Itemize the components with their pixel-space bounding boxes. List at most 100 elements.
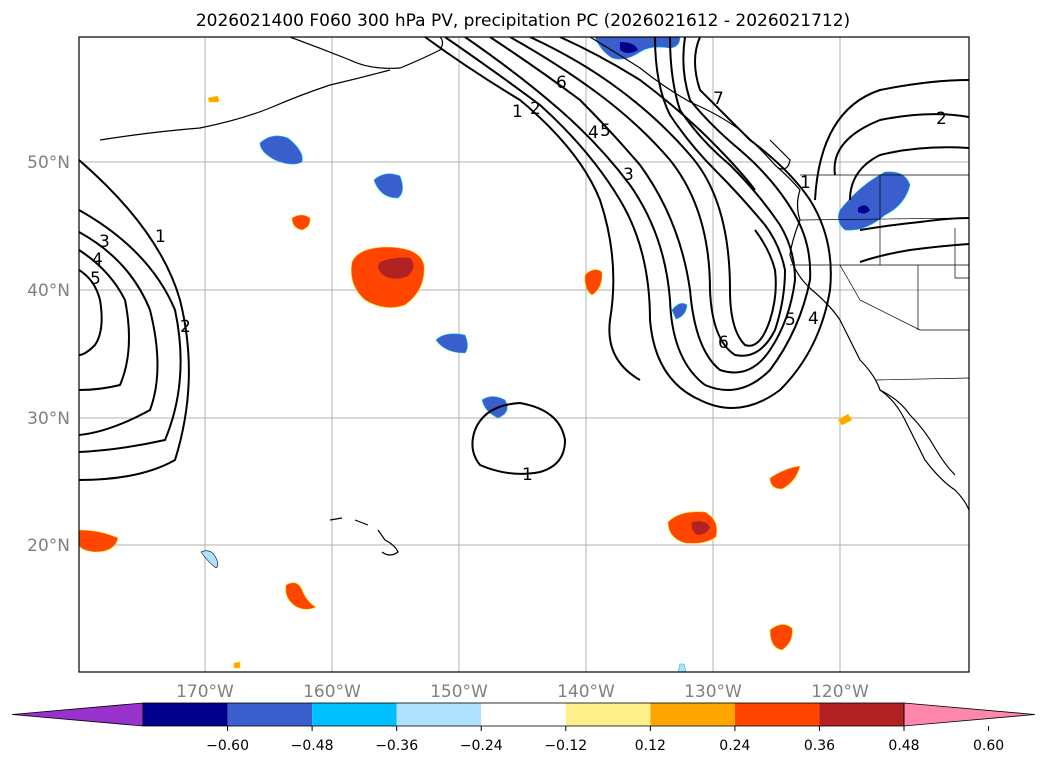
contour-label: 1 bbox=[512, 102, 523, 122]
precip-patch-positive bbox=[207, 95, 220, 103]
colorbar-swatch bbox=[312, 703, 397, 726]
lon-label-160w: 160°W bbox=[303, 682, 361, 702]
colorbar-extend-min bbox=[11, 702, 144, 727]
colorbar-tick-label: −0.36 bbox=[375, 738, 418, 754]
map-background bbox=[79, 37, 969, 672]
latitude-labels: 50°N 40°N 30°N 20°N bbox=[27, 153, 70, 556]
pv-contour-1-ne bbox=[814, 79, 969, 201]
precip-patch-negative bbox=[481, 396, 508, 419]
coastline-alaska bbox=[99, 37, 444, 141]
precip-patch-positive bbox=[79, 529, 119, 553]
precipitation-patches bbox=[79, 37, 911, 672]
pv-contour-1 bbox=[79, 159, 190, 481]
pv-contour-2-ne-b bbox=[859, 217, 969, 231]
precip-patch-positive bbox=[233, 661, 241, 669]
lon-label-130w: 130°W bbox=[684, 682, 742, 702]
contour-label: 7 bbox=[713, 89, 724, 109]
precip-patch-negative bbox=[671, 303, 688, 320]
contour-label: 4 bbox=[808, 309, 819, 329]
pv-contour-4-east bbox=[489, 37, 797, 374]
precip-patch-negative bbox=[200, 550, 219, 569]
colorbar-tick-label: 0.36 bbox=[804, 738, 835, 754]
coastline-north-america-west bbox=[789, 189, 969, 511]
colorbar-tick-label: 0.12 bbox=[635, 738, 666, 754]
colorbar: −0.60 −0.48 −0.36 −0.24 −0.12 0.12 0.24 0.36 0.4… bbox=[11, 702, 1036, 754]
contour-label: 6 bbox=[556, 73, 567, 93]
colorbar-swatch bbox=[143, 703, 228, 726]
colorbar-swatch bbox=[650, 703, 735, 726]
lon-label-170w: 170°W bbox=[176, 682, 234, 702]
colorbar-swatch bbox=[481, 703, 566, 726]
colorbar-tick-label: −0.12 bbox=[544, 738, 587, 754]
precip-patch-positive-core bbox=[691, 521, 710, 535]
colorbar-tick-label: −0.24 bbox=[460, 738, 503, 754]
lat-label-30n: 30°N bbox=[27, 409, 70, 429]
border-states bbox=[790, 175, 969, 381]
colorbar-swatch bbox=[227, 703, 313, 726]
pv-contour-7-east bbox=[559, 37, 756, 191]
lat-label-20n: 20°N bbox=[27, 536, 70, 556]
lon-label-120w: 120°W bbox=[811, 682, 869, 702]
contour-label: 5 bbox=[90, 269, 101, 289]
coastline-baja bbox=[879, 389, 956, 476]
contour-label: 4 bbox=[588, 123, 599, 143]
contour-label: 5 bbox=[600, 121, 611, 141]
figure-title: 2026021400 F060 300 hPa PV, precipitatio… bbox=[196, 11, 850, 31]
pv-contour-4 bbox=[79, 249, 130, 391]
precip-patch-positive bbox=[291, 214, 311, 231]
colorbar-extend-max bbox=[903, 702, 1036, 727]
pv-contour-2-east bbox=[444, 37, 832, 409]
contour-label: 4 bbox=[92, 250, 103, 270]
longitude-labels: 170°W 160°W 150°W 140°W 130°W 120°W bbox=[176, 682, 869, 702]
precip-patch-positive bbox=[769, 465, 801, 490]
precip-patch-negative bbox=[373, 173, 403, 199]
precip-patch-negative-core bbox=[620, 42, 638, 53]
coastline-alaska-panhandle bbox=[589, 37, 801, 191]
contour-labels: 3 4 5 1 2 1 1 2 4 5 6 3 5 6 7 4 2 1 bbox=[90, 73, 947, 485]
contour-label: 6 bbox=[718, 333, 729, 353]
pv-contour-3-east bbox=[464, 37, 812, 391]
lat-label-50n: 50°N bbox=[27, 153, 70, 173]
precip-patch-negative bbox=[677, 663, 687, 672]
contour-label: 5 bbox=[785, 310, 796, 330]
colorbar-tick-label: 0.60 bbox=[973, 738, 1004, 754]
colorbar-ticks: −0.60 −0.48 −0.36 −0.24 −0.12 0.12 0.24 0.36 0.4… bbox=[206, 726, 1004, 754]
lon-label-150w: 150°W bbox=[430, 682, 488, 702]
pv-contours bbox=[79, 37, 969, 481]
precip-patch-negative-core bbox=[858, 205, 870, 214]
pv-contour-4-ne bbox=[859, 243, 969, 263]
precip-patch-positive bbox=[285, 582, 317, 610]
contour-label: 3 bbox=[99, 232, 110, 252]
map-frame bbox=[78, 36, 970, 673]
precip-patch-positive bbox=[584, 269, 603, 296]
colorbar-tick-label: −0.60 bbox=[206, 738, 249, 754]
contour-label: 1 bbox=[522, 465, 533, 485]
colorbar-swatch bbox=[819, 703, 904, 726]
colorbar-swatch bbox=[734, 703, 820, 726]
pv-contour-5 bbox=[79, 269, 103, 356]
pv-contour-2 bbox=[79, 209, 182, 453]
contour-label: 3 bbox=[623, 165, 634, 185]
colorbar-swatches bbox=[11, 702, 1036, 727]
precip-patch-negative bbox=[259, 135, 303, 165]
coastline-hawaii bbox=[329, 517, 399, 556]
colorbar-frame bbox=[142, 702, 905, 727]
contour-label: 2 bbox=[180, 317, 191, 337]
pv-contour-1-east bbox=[424, 37, 641, 381]
lon-label-140w: 140°W bbox=[557, 682, 615, 702]
contour-label: 1 bbox=[800, 173, 811, 193]
contour-label: 1 bbox=[155, 227, 166, 247]
coastlines bbox=[99, 37, 969, 556]
colorbar-swatch bbox=[565, 703, 651, 726]
map-panel: 3 4 5 1 2 1 1 2 4 5 6 3 5 6 7 4 2 1 bbox=[78, 36, 970, 673]
gridlines bbox=[79, 37, 969, 672]
political-borders bbox=[790, 174, 969, 381]
pv-contour-2-ne bbox=[833, 113, 969, 176]
pv-contour-3-ne bbox=[849, 146, 969, 201]
pv-contour-3 bbox=[79, 231, 159, 436]
contour-label: 2 bbox=[936, 109, 947, 129]
contour-label: 2 bbox=[530, 99, 541, 119]
pv-contour-6-east bbox=[529, 37, 777, 347]
colorbar-tick-label: 0.48 bbox=[888, 738, 919, 754]
